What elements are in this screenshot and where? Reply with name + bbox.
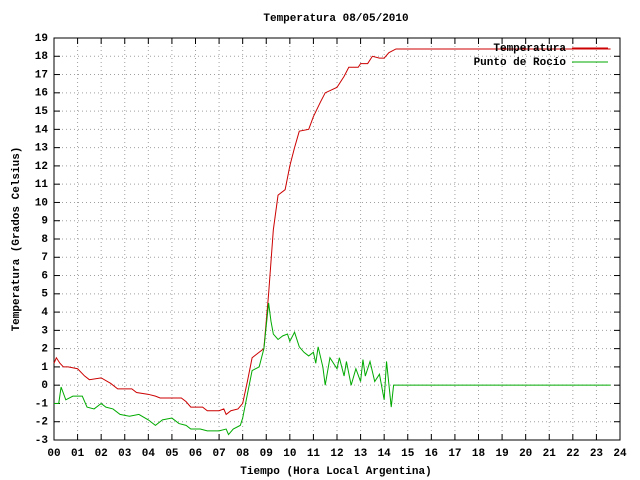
y-tick-label: 10 xyxy=(35,197,48,209)
x-tick-label: 09 xyxy=(260,448,273,460)
y-tick-label: 19 xyxy=(35,33,48,45)
x-tick-label: 17 xyxy=(448,448,461,460)
x-tick-label: 07 xyxy=(212,448,225,460)
x-tick-label: 10 xyxy=(283,448,296,460)
x-tick-label: 08 xyxy=(236,448,250,460)
y-tick-label: 12 xyxy=(35,161,48,173)
y-tick-label: 13 xyxy=(35,143,49,155)
plot-frame xyxy=(53,37,621,441)
x-tick-label: 04 xyxy=(142,448,156,460)
x-tick-label: 12 xyxy=(330,448,343,460)
x-tick-label: 00 xyxy=(47,448,60,460)
y-tick-label: -2 xyxy=(35,417,48,429)
y-tick-label: 8 xyxy=(41,234,48,246)
x-tick-label: 18 xyxy=(472,448,486,460)
x-tick-label: 14 xyxy=(378,448,392,460)
x-tick-label: 23 xyxy=(590,448,604,460)
x-tick-label: 22 xyxy=(566,448,579,460)
y-tick-label: 6 xyxy=(41,270,48,282)
y-tick-label: -3 xyxy=(35,435,49,447)
series-line xyxy=(53,48,611,416)
y-tick-label: 17 xyxy=(35,69,48,81)
x-tick-label: 01 xyxy=(71,448,85,460)
x-tick-label: 11 xyxy=(307,448,321,460)
x-tick-label: 21 xyxy=(543,448,557,460)
legend-label: Punto de Rocío xyxy=(474,57,567,69)
y-tick-label: 9 xyxy=(41,216,48,228)
y-tick-label: 4 xyxy=(41,307,48,319)
series-line xyxy=(54,302,611,436)
y-tick-label: 2 xyxy=(41,344,48,356)
y-tick-label: 14 xyxy=(35,124,49,136)
y-tick-label: -1 xyxy=(35,398,49,410)
x-tick-label: 20 xyxy=(519,448,532,460)
x-tick-label: 03 xyxy=(118,448,132,460)
y-tick-label: 18 xyxy=(35,51,49,63)
y-tick-label: 15 xyxy=(35,106,49,118)
legend-label: Temperatura xyxy=(493,43,566,55)
y-tick-label: 16 xyxy=(35,88,48,100)
y-tick-label: 5 xyxy=(41,289,48,301)
x-tick-label: 24 xyxy=(613,448,627,460)
chart-title: Temperatura 08/05/2010 xyxy=(263,13,408,25)
x-tick-label: 06 xyxy=(189,448,202,460)
x-tick-label: 13 xyxy=(354,448,368,460)
y-tick-label: 0 xyxy=(41,380,48,392)
y-tick-label: 3 xyxy=(41,325,48,337)
y-axis-label: Temperatura (Grados Celsius) xyxy=(11,147,23,332)
y-tick-label: 1 xyxy=(41,362,48,374)
x-axis-label: Tiempo (Hora Local Argentina) xyxy=(240,466,431,478)
y-tick-label: 11 xyxy=(35,179,49,191)
x-tick-label: 02 xyxy=(95,448,108,460)
y-tick-label: 7 xyxy=(41,252,48,264)
x-tick-label: 15 xyxy=(401,448,415,460)
x-tick-label: 05 xyxy=(165,448,179,460)
x-tick-label: 16 xyxy=(425,448,438,460)
x-tick-label: 19 xyxy=(495,448,508,460)
